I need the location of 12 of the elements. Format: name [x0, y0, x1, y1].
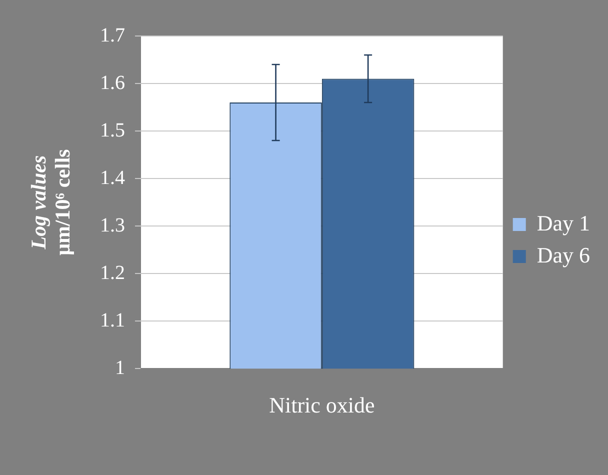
y-tick-label: 1.6: [100, 72, 125, 94]
y-axis-title: Log values μm/10⁶ cells: [26, 149, 74, 256]
y-tick-label: 1.7: [100, 24, 125, 46]
x-tick-label: Nitric oxide: [269, 392, 375, 418]
y-tick-label: 1.1: [100, 309, 125, 332]
legend-label: Day 1: [536, 210, 590, 236]
y-tick-label: 1: [115, 356, 125, 379]
y-tick-label: 1.2: [100, 262, 125, 284]
y-tick-label: 1.3: [100, 214, 125, 236]
y-tick-label: 1.5: [100, 119, 125, 142]
y-tick-label: 1.4: [100, 166, 125, 189]
legend-label: Day 6: [536, 242, 590, 268]
